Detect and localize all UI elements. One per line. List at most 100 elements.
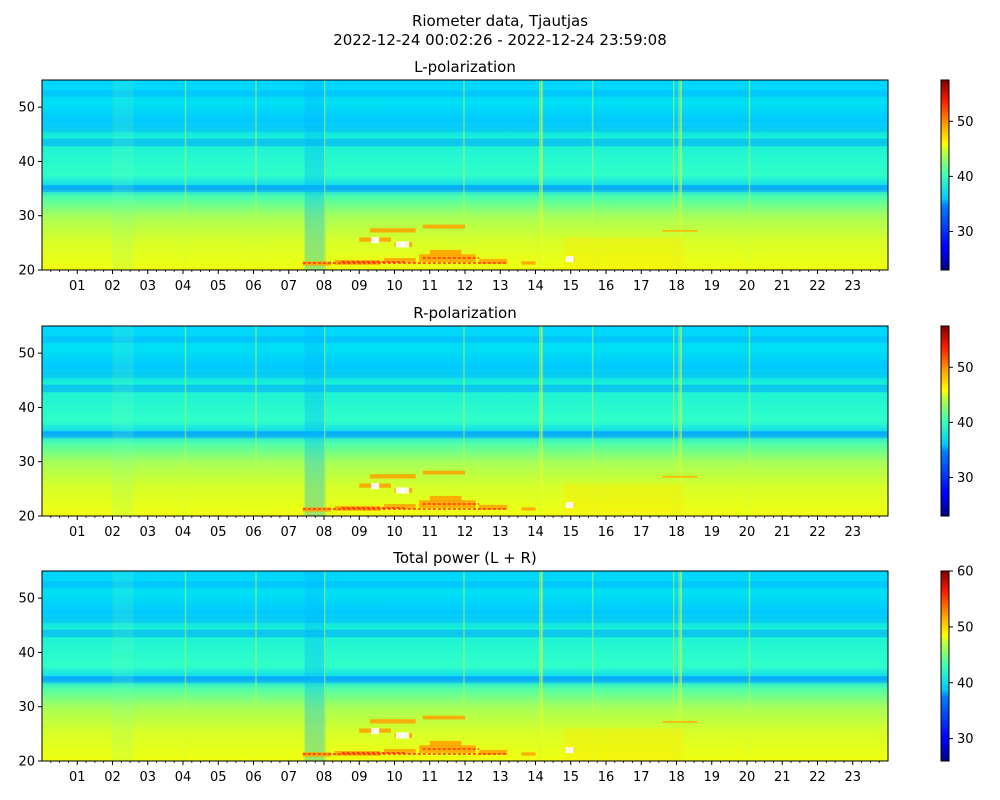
- heatmap-streak: [184, 80, 187, 270]
- figure-title-line1: Riometer data, Tjautjas: [411, 12, 589, 30]
- x-tick-label: 09: [351, 279, 368, 294]
- x-tick-label: 16: [598, 770, 615, 785]
- heatmap-streak: [184, 571, 187, 761]
- heatmap-band: [42, 431, 888, 436]
- x-tick-label: 12: [457, 525, 474, 540]
- heatmap-streak: [591, 571, 594, 761]
- heatmap-streak: [324, 326, 326, 516]
- colorbar-tick-label: 50: [957, 620, 974, 635]
- x-tick-label: 10: [386, 525, 403, 540]
- x-tick-label: 18: [668, 279, 685, 294]
- heatmap-band: [42, 185, 888, 190]
- figure-title: Riometer data, Tjautjas 2022-12-24 00:02…: [0, 12, 1000, 50]
- heatmap-streak: [463, 571, 465, 761]
- colorbar-tick-label: 30: [957, 471, 974, 486]
- y-tick-label: 30: [18, 700, 35, 715]
- colorbar-tick-label: 30: [957, 732, 974, 747]
- heatmap-band: [42, 616, 888, 624]
- heatmap-band: [42, 581, 888, 588]
- y-tick-label: 20: [18, 264, 35, 279]
- x-tick-label: 03: [139, 770, 156, 785]
- heatmap-streak: [539, 326, 541, 516]
- x-tick-label: 14: [527, 279, 544, 294]
- x-tick-label: 19: [703, 525, 720, 540]
- heatmap-streak: [672, 80, 675, 270]
- panel-2: R-polarization 20 30 40 50 01 02 03 04 05 06 07 08 09…: [18, 304, 973, 540]
- heatmap-streak: [255, 80, 257, 270]
- x-tick-label: 15: [562, 770, 579, 785]
- x-tick-label: 10: [386, 770, 403, 785]
- heatmap-band: [42, 629, 888, 638]
- x-tick-label: 02: [104, 770, 121, 785]
- x-tick-label: 07: [280, 770, 297, 785]
- x-tick-label: 11: [421, 525, 438, 540]
- heatmap-column: [112, 326, 134, 516]
- heatmap-saturated-spot: [371, 728, 380, 735]
- heatmap-column: [112, 571, 134, 761]
- x-tick-label: 06: [245, 770, 262, 785]
- x-tick-label: 04: [175, 525, 192, 540]
- heatmap-burst: [479, 258, 508, 264]
- heatmap-burst: [302, 507, 332, 512]
- heatmap-streak: [678, 326, 680, 516]
- heatmap-streak: [748, 80, 751, 270]
- colorbar-tick-label: 50: [957, 361, 974, 376]
- panel-title: Total power (L + R): [392, 549, 537, 567]
- heatmap-streak: [591, 80, 594, 270]
- heatmap-streak: [463, 80, 465, 270]
- heatmap-burst: [419, 745, 476, 753]
- x-tick-label: 23: [844, 279, 861, 294]
- heatmap-background: [42, 571, 888, 761]
- heatmap-burst: [479, 749, 508, 755]
- heatmap-burst: [383, 258, 416, 263]
- heatmap-warm-region: [563, 483, 684, 516]
- heatmap-image: [42, 80, 888, 270]
- heatmap-streak: [680, 326, 683, 516]
- heatmap-warm-region: [563, 728, 684, 761]
- y-tick-label: 30: [18, 455, 35, 470]
- heatmap-band: [42, 384, 888, 393]
- panel-3: Total power (L + R) 20 30 40 50 01 02 03 04 05 06 0…: [18, 549, 973, 785]
- heatmap-image: [42, 571, 888, 761]
- y-tick-label: 40: [18, 155, 35, 170]
- heatmap-column: [304, 80, 326, 270]
- x-tick-label: 09: [351, 770, 368, 785]
- colorbar-tick-label: 50: [957, 115, 974, 130]
- x-tick-label: 11: [421, 279, 438, 294]
- heatmap-column: [304, 571, 326, 761]
- x-tick-label: 06: [245, 279, 262, 294]
- heatmap-streak: [324, 80, 326, 270]
- x-tick-label: 02: [104, 525, 121, 540]
- x-tick-label: 12: [457, 279, 474, 294]
- x-tick-label: 11: [421, 770, 438, 785]
- y-tick-label: 20: [18, 755, 35, 770]
- heatmap-band: [42, 680, 888, 684]
- x-tick-label: 13: [492, 525, 509, 540]
- heatmap-streak: [540, 80, 543, 270]
- heatmap-burst: [422, 224, 465, 229]
- y-tick-label: 40: [18, 646, 35, 661]
- heatmap-image: [42, 326, 888, 516]
- x-tick-label: 16: [598, 525, 615, 540]
- heatmap-burst: [383, 504, 416, 509]
- heatmap-streak: [539, 80, 541, 270]
- x-tick-label: 16: [598, 279, 615, 294]
- heatmap-burst: [419, 254, 476, 262]
- colorbar-tick-label: 30: [957, 225, 974, 240]
- x-tick-label: 06: [245, 525, 262, 540]
- x-tick-label: 09: [351, 525, 368, 540]
- colorbar-tick-label: 40: [957, 416, 974, 431]
- heatmap-streak: [748, 326, 751, 516]
- heatmap-burst: [419, 500, 476, 508]
- heatmap-burst: [302, 261, 332, 266]
- x-tick-label: 21: [774, 770, 791, 785]
- y-tick-label: 50: [18, 101, 35, 116]
- figure-title-line2: 2022-12-24 00:02:26 - 2022-12-24 23:59:0…: [333, 31, 667, 49]
- x-tick-label: 22: [809, 525, 826, 540]
- heatmap-streak: [324, 571, 326, 761]
- x-tick-label: 13: [492, 770, 509, 785]
- colorbar-tick-label: 40: [957, 170, 974, 185]
- x-tick-label: 20: [739, 279, 756, 294]
- heatmap-burst: [369, 719, 416, 724]
- x-tick-label: 04: [175, 279, 192, 294]
